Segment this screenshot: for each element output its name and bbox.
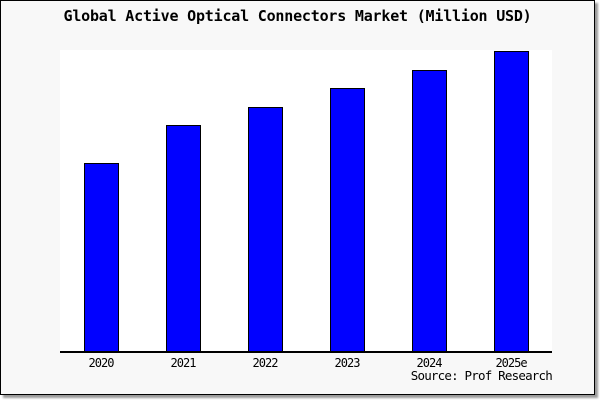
chart-title: Global Active Optical Connectors Market … xyxy=(63,7,532,25)
chart-frame: Global Active Optical Connectors Market … xyxy=(0,0,595,395)
x-tick-label-2020: 2020 xyxy=(88,356,115,370)
bar-2021 xyxy=(165,125,201,351)
plot-area xyxy=(60,50,552,353)
bar-2022 xyxy=(247,107,283,351)
bar-2024 xyxy=(411,70,447,351)
bars-container xyxy=(60,50,552,351)
x-tick-label-2023: 2023 xyxy=(334,356,361,370)
bar-2020 xyxy=(83,163,119,351)
bar-2025e xyxy=(493,51,529,351)
x-axis-labels: 2020 2021 2022 2023 2024 2025e xyxy=(60,356,552,370)
bar-2023 xyxy=(329,88,365,351)
x-tick-label-2022: 2022 xyxy=(252,356,279,370)
source-credit: Source: Prof Research xyxy=(410,368,553,383)
x-tick-label-2024: 2024 xyxy=(416,356,443,370)
x-tick-label-2021: 2021 xyxy=(170,356,197,370)
x-tick-label-2025e: 2025e xyxy=(495,356,527,370)
